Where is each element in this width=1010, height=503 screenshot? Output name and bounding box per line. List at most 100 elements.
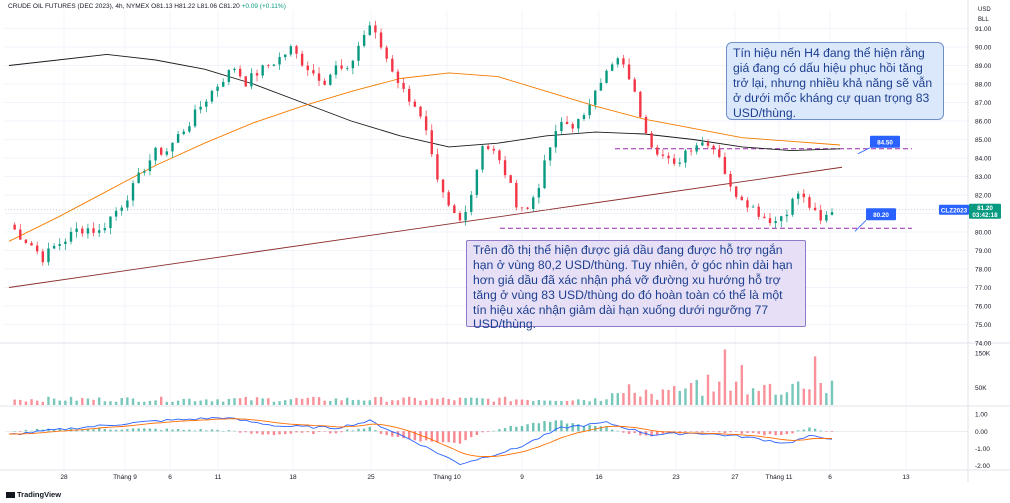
volume-bar xyxy=(351,400,355,405)
macd-histogram-bar xyxy=(126,429,129,432)
candle-body xyxy=(599,82,603,91)
candle-body xyxy=(464,211,467,221)
macd-histogram-bar xyxy=(362,428,366,432)
candle-body xyxy=(143,171,146,173)
macd-histogram-bar xyxy=(486,431,490,432)
macd-histogram-bar xyxy=(577,424,580,432)
macd-histogram-bar xyxy=(441,431,445,443)
volume-bar xyxy=(182,398,185,405)
candle-body xyxy=(306,65,309,71)
volume-bar xyxy=(272,401,276,405)
tradingview-logo[interactable]: TradingView xyxy=(6,490,61,499)
candle-body xyxy=(644,116,648,134)
candle-body xyxy=(103,228,107,231)
volume-bar xyxy=(819,382,822,405)
volume-bar xyxy=(453,400,456,405)
volume-bar xyxy=(75,400,78,405)
candle-body xyxy=(413,101,417,107)
macd-histogram-bar xyxy=(554,420,557,432)
volume-bar xyxy=(35,400,39,405)
candle-body xyxy=(605,70,608,83)
candle-body xyxy=(819,210,822,221)
macd-histogram-bar xyxy=(751,431,755,433)
macd-histogram-bar xyxy=(464,431,467,441)
volume-bar xyxy=(103,401,107,405)
volume-bar xyxy=(424,400,428,405)
candle-body xyxy=(120,207,123,211)
volume-bar xyxy=(24,401,28,405)
macd-histogram-bar xyxy=(672,431,676,432)
macd-histogram-bar xyxy=(396,431,400,437)
candle-body xyxy=(35,245,39,252)
candle-body xyxy=(774,221,777,224)
volume-bar xyxy=(633,392,636,405)
macd-histogram-bar xyxy=(537,423,541,432)
macd-histogram-bar xyxy=(35,428,39,432)
macd-histogram-bar xyxy=(768,431,772,435)
price-tick-label: 79.00 xyxy=(975,248,992,255)
macd-histogram-bar xyxy=(154,428,157,432)
macd-histogram-bar xyxy=(498,429,501,432)
support-pointer xyxy=(854,220,867,232)
candle-body xyxy=(126,200,129,208)
volume-bar xyxy=(458,397,462,405)
macd-histogram-bar xyxy=(385,431,388,436)
macd-histogram-bar xyxy=(639,431,642,436)
candle-body xyxy=(30,242,33,246)
volume-bar xyxy=(470,397,473,405)
candle-body xyxy=(346,68,349,70)
volume-bar xyxy=(340,400,343,405)
candle-body xyxy=(402,82,405,89)
candle-body xyxy=(825,214,828,221)
candle-body xyxy=(622,58,625,65)
volume-bar xyxy=(391,400,394,405)
macd-tick-label: -2.00 xyxy=(975,463,990,470)
volume-bar xyxy=(306,397,309,405)
volume-bar xyxy=(791,383,794,405)
candle-body xyxy=(97,230,101,233)
candle-body xyxy=(357,45,360,61)
volume-bar xyxy=(137,401,140,405)
last-price-badge xyxy=(969,203,1001,219)
volume-bar xyxy=(830,380,834,405)
macd-histogram-bar xyxy=(289,431,293,434)
volume-bar xyxy=(751,388,755,405)
volume-bar xyxy=(464,397,467,405)
volume-bar xyxy=(441,397,445,405)
macd-histogram-bar xyxy=(661,431,665,434)
candle-body xyxy=(233,68,236,71)
volume-bar xyxy=(475,397,479,405)
macd-histogram-bar xyxy=(723,431,727,434)
macd-histogram-bar xyxy=(165,428,169,432)
volume-bar xyxy=(385,401,388,405)
resistance-badge-label: 84.50 xyxy=(877,139,893,146)
volume-bar xyxy=(300,398,304,405)
macd-histogram-bar xyxy=(571,423,574,432)
candle-body xyxy=(813,207,817,211)
macd-histogram-bar xyxy=(582,426,586,432)
macd-histogram-bar xyxy=(374,430,377,432)
candle-body xyxy=(492,148,495,151)
macd-histogram-bar xyxy=(13,431,16,432)
volume-bar xyxy=(672,386,676,405)
candle-body xyxy=(47,248,50,263)
candle-body xyxy=(520,207,524,209)
macd-histogram-bar xyxy=(52,429,56,432)
volume-axis: 150K 50K xyxy=(975,350,991,392)
candle-body xyxy=(295,46,298,54)
unit-label: BLL xyxy=(978,17,989,23)
volume-bar xyxy=(176,400,180,405)
volume-bar xyxy=(120,397,123,405)
volume-bar xyxy=(616,393,619,405)
price-tick-label: 87.00 xyxy=(975,100,992,107)
volume-bar xyxy=(114,401,118,405)
volume-bar xyxy=(678,390,682,405)
volume-bar xyxy=(58,400,61,405)
macd-histogram-bar xyxy=(470,431,473,438)
candle-body xyxy=(780,216,783,222)
volume-bar xyxy=(250,400,253,405)
macd-histogram-bar xyxy=(458,431,462,444)
macd-histogram-bar xyxy=(30,430,33,432)
candle-body xyxy=(718,149,721,158)
price-tick-label: 74.00 xyxy=(975,341,992,348)
